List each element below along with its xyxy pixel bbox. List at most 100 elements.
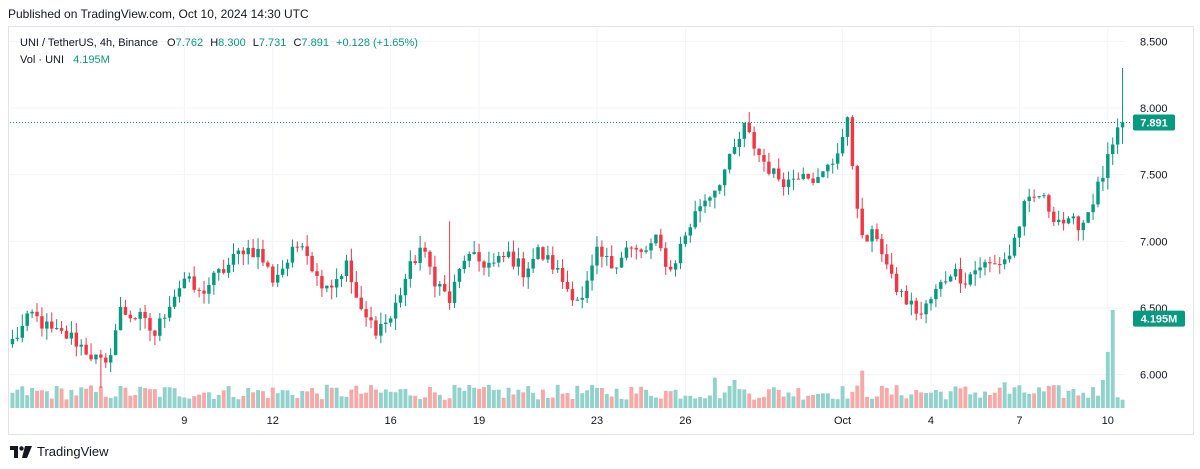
candle-body[interactable]	[30, 311, 34, 314]
candle-body[interactable]	[845, 117, 850, 137]
candle-body[interactable]	[89, 354, 93, 360]
candle-body[interactable]	[732, 147, 737, 154]
candle-body[interactable]	[349, 260, 354, 283]
candle-body[interactable]	[1002, 259, 1007, 265]
candle-body[interactable]	[241, 250, 246, 255]
candle-body[interactable]	[25, 313, 29, 326]
candle-body[interactable]	[280, 268, 285, 275]
candle-body[interactable]	[330, 285, 334, 288]
candle-body[interactable]	[1047, 195, 1051, 212]
candle-body[interactable]	[943, 281, 948, 283]
candle-body[interactable]	[801, 173, 805, 179]
candle-body[interactable]	[747, 122, 751, 133]
candle-body[interactable]	[246, 247, 250, 255]
candle-body[interactable]	[15, 337, 20, 339]
candle-body[interactable]	[831, 163, 835, 165]
candle-body[interactable]	[177, 288, 182, 297]
candle-body[interactable]	[447, 291, 452, 303]
candle-body[interactable]	[570, 289, 575, 301]
candle-body[interactable]	[275, 274, 280, 283]
candle-body[interactable]	[202, 290, 206, 294]
candle-body[interactable]	[880, 239, 884, 255]
candle-body[interactable]	[20, 325, 24, 338]
candle-body[interactable]	[909, 300, 914, 305]
candle-body[interactable]	[762, 155, 766, 162]
candle-body[interactable]	[207, 285, 211, 294]
candle-body[interactable]	[609, 256, 614, 269]
footer-brand[interactable]: TradingView	[10, 444, 109, 459]
candle-body[interactable]	[988, 262, 992, 264]
candle-body[interactable]	[398, 295, 403, 303]
candle-body[interactable]	[1086, 212, 1090, 223]
candle-body[interactable]	[143, 311, 147, 319]
candle-body[interactable]	[408, 261, 413, 279]
candle-body[interactable]	[565, 281, 570, 290]
candle-body[interactable]	[374, 320, 378, 336]
candle-body[interactable]	[806, 173, 810, 179]
candle-body[interactable]	[865, 235, 869, 242]
candle-body[interactable]	[462, 260, 467, 270]
candle-body[interactable]	[506, 251, 511, 258]
candle-body[interactable]	[772, 168, 776, 174]
candle-body[interactable]	[158, 318, 162, 336]
candle-body[interactable]	[727, 153, 732, 170]
candle-body[interactable]	[1091, 204, 1095, 213]
candle-body[interactable]	[197, 289, 201, 291]
candle-body[interactable]	[934, 288, 938, 300]
candle-body[interactable]	[492, 262, 496, 264]
candle-body[interactable]	[791, 178, 796, 180]
candle-body[interactable]	[261, 248, 265, 263]
candle-body[interactable]	[153, 330, 157, 336]
candle-body[interactable]	[123, 306, 128, 315]
candle-body[interactable]	[757, 148, 761, 156]
candle-body[interactable]	[605, 256, 609, 258]
candle-body[interactable]	[438, 283, 442, 287]
candle-body[interactable]	[1120, 122, 1125, 128]
candle-body[interactable]	[113, 330, 118, 356]
candle-body[interactable]	[875, 229, 879, 240]
candle-body[interactable]	[993, 263, 997, 265]
candle-body[interactable]	[718, 185, 722, 191]
candle-body[interactable]	[45, 321, 49, 329]
candle-body[interactable]	[973, 270, 977, 275]
candle-body[interactable]	[889, 264, 894, 274]
candle-body[interactable]	[482, 261, 486, 268]
candle-body[interactable]	[516, 258, 521, 267]
candle-body[interactable]	[708, 197, 712, 201]
candle-body[interactable]	[320, 275, 324, 289]
candle-body[interactable]	[388, 318, 393, 323]
candle-body[interactable]	[811, 178, 815, 183]
candle-body[interactable]	[541, 247, 545, 260]
candle-body[interactable]	[639, 249, 643, 252]
candle-body[interactable]	[40, 316, 44, 329]
candle-body[interactable]	[1056, 219, 1061, 222]
candle-body[interactable]	[344, 260, 349, 277]
candle-body[interactable]	[74, 332, 79, 347]
candle-body[interactable]	[953, 269, 958, 277]
candle-body[interactable]	[821, 171, 825, 178]
candle-body[interactable]	[634, 247, 638, 250]
candle-body[interactable]	[1081, 222, 1085, 231]
candle-body[interactable]	[212, 272, 216, 286]
candle-body[interactable]	[221, 269, 226, 273]
candle-body[interactable]	[271, 266, 275, 283]
candle-body[interactable]	[192, 276, 196, 290]
candle-body[interactable]	[600, 246, 604, 257]
candle-body[interactable]	[1066, 218, 1071, 224]
candle-body[interactable]	[860, 208, 864, 236]
candle-body[interactable]	[369, 317, 373, 321]
candle-body[interactable]	[1037, 196, 1041, 198]
candle-body[interactable]	[379, 324, 383, 336]
candle-body[interactable]	[442, 283, 447, 292]
candle-body[interactable]	[467, 253, 471, 261]
candle-body[interactable]	[1052, 211, 1056, 222]
candle-body[interactable]	[668, 266, 673, 270]
candle-body[interactable]	[963, 283, 968, 285]
candle-body[interactable]	[501, 255, 506, 258]
candle-body[interactable]	[187, 276, 192, 279]
candle-body[interactable]	[99, 354, 103, 358]
candle-body[interactable]	[619, 257, 624, 268]
candle-body[interactable]	[688, 227, 693, 236]
candle-body[interactable]	[659, 234, 663, 249]
candle-body[interactable]	[1115, 127, 1120, 145]
